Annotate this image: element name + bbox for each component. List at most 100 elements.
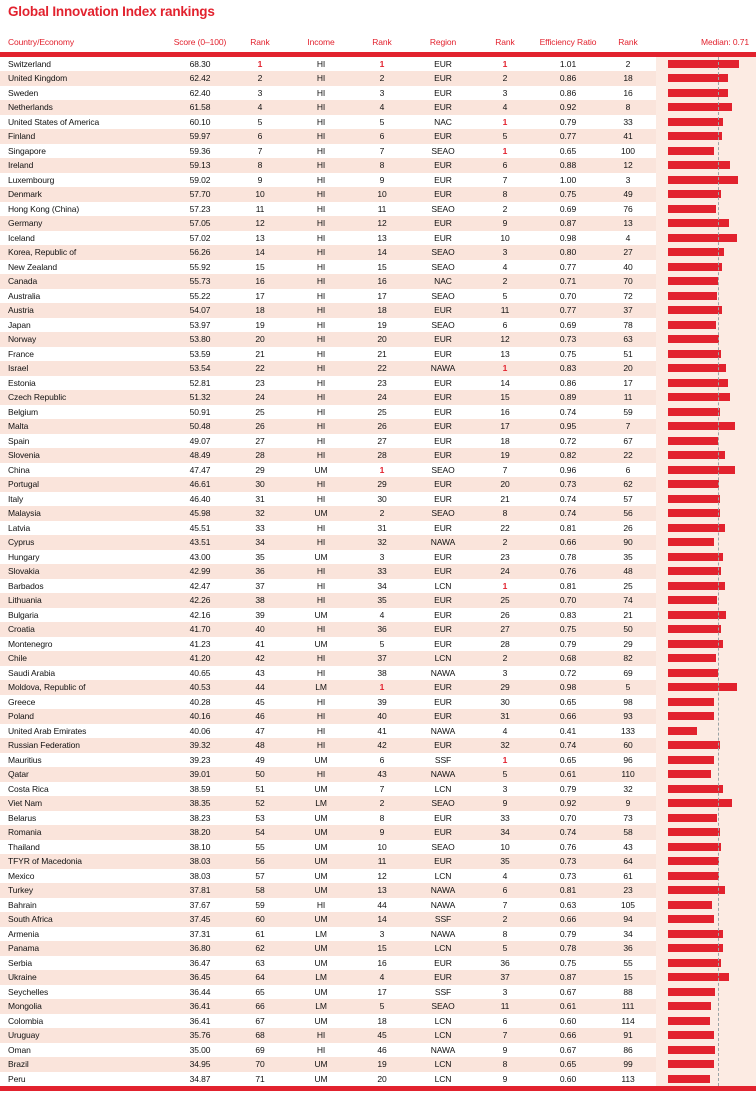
efficiency-ratio-cell: 0.98 [559,232,577,243]
rank-cell: 17 [255,290,265,301]
region-cell: SEAO [431,203,455,214]
rank-cell: 28 [230,448,290,463]
country-cell: Oman [8,1044,31,1055]
region-rank-cell: 8 [474,1057,536,1072]
income-cell: HI [316,87,326,98]
efficiency-rank-cell: 51 [623,348,633,359]
efficiency-bar-cell [656,216,756,231]
rank-cell: 60 [230,912,290,927]
table-row: Switzerland 68.30 1 HI 1 EUR 1 1.01 2 [0,56,756,71]
income-rank-cell: 3 [379,928,385,939]
region-rank-cell: 1 [502,145,508,156]
efficiency-ratio-cell: 0.60 [559,1015,577,1026]
efficiency-rank-cell: 20 [600,361,656,376]
efficiency-ratio-cell: 0.66 [536,912,600,927]
region-rank-cell: 1 [474,361,536,376]
region-rank-cell: 29 [474,680,536,695]
region-cell: EUR [434,406,452,417]
country-cell: Montenegro [8,638,53,649]
score-cell: 46.40 [189,493,211,504]
income-cell: HI [290,535,352,550]
column-header-efficiency-rank: Rank [618,37,638,47]
income-cell: UM [290,941,352,956]
country-cell: Singapore [8,145,46,156]
efficiency-rank-cell: 69 [623,667,633,678]
score-cell: 62.40 [189,87,211,98]
efficiency-ratio-cell: 0.83 [536,361,600,376]
region-rank-cell: 5 [474,767,536,782]
score-cell: 38.10 [189,841,211,852]
income-cell: UM [314,638,328,649]
region-rank-cell: 9 [474,216,536,231]
country-cell: TFYR of Macedonia [0,854,170,869]
efficiency-rank-cell: 57 [623,493,633,504]
score-cell: 51.32 [170,390,230,405]
efficiency-bar [668,422,735,431]
table-row: Norway 53.80 20 HI 20 EUR 12 0.73 63 [0,332,756,347]
region-cell: EUR [412,187,474,202]
efficiency-bar [668,103,733,112]
income-rank-cell: 24 [352,390,412,405]
rank-cell: 18 [230,303,290,318]
efficiency-ratio-cell: 0.70 [536,593,600,608]
rank-cell: 14 [230,245,290,260]
score-cell: 49.07 [189,435,211,446]
income-cell: UM [314,1015,328,1026]
efficiency-rank-cell: 11 [600,390,656,405]
table-row: Iceland 57.02 13 HI 13 EUR 10 0.98 4 [0,230,756,245]
rank-cell: 61 [255,928,265,939]
score-cell: 35.76 [170,1028,230,1043]
income-cell: UM [314,986,328,997]
income-cell: HI [290,709,352,724]
column-header-efficiency-ratio: Efficiency Ratio [539,37,597,47]
efficiency-bar [668,958,721,967]
efficiency-ratio-cell: 0.75 [536,622,600,637]
region-rank-cell: 10 [500,841,510,852]
income-rank-cell: 23 [377,377,387,388]
income-rank-cell: 1 [352,680,412,695]
score-cell: 57.05 [170,216,230,231]
income-rank-cell: 14 [352,245,412,260]
region-rank-cell: 12 [474,332,536,347]
income-cell: UM [290,506,352,521]
region-rank-cell: 9 [474,796,536,811]
region-rank-cell: 27 [474,622,536,637]
region-rank-cell: 7 [502,464,508,475]
score-cell: 57.02 [189,232,211,243]
score-cell: 39.23 [189,754,211,765]
score-cell: 53.59 [189,348,211,359]
rank-cell: 55 [255,841,265,852]
efficiency-ratio-cell: 0.86 [559,87,577,98]
region-cell: SEAO [412,245,474,260]
country-cell: Poland [0,709,170,724]
rank-cell: 30 [230,477,290,492]
income-rank-cell: 18 [377,1015,387,1026]
country-cell: United Kingdom [0,71,170,86]
efficiency-bar-cell [656,781,756,796]
region-cell: SEAO [431,319,455,330]
rank-cell: 69 [255,1044,265,1055]
region-cell: LCN [434,783,452,794]
efficiency-bar [668,407,720,416]
efficiency-rank-cell: 86 [623,1044,633,1055]
income-cell: HI [316,145,326,156]
income-cell: UM [314,870,328,881]
efficiency-bar [668,610,727,619]
table-row: New Zealand 55.92 15 HI 15 SEAO 4 0.77 40 [0,259,756,274]
income-cell: UM [314,841,328,852]
table-row: Chile 41.20 42 HI 37 LCN 2 0.68 82 [0,651,756,666]
rank-cell: 44 [230,680,290,695]
income-cell: HI [316,493,326,504]
efficiency-rank-cell: 43 [623,841,633,852]
country-cell: Romania [0,825,170,840]
income-rank-cell: 2 [352,796,412,811]
income-cell: HI [316,580,326,591]
efficiency-bar-cell [656,941,756,956]
efficiency-bar [668,146,714,155]
table-row: Mauritius 39.23 49 UM 6 SSF 1 0.65 96 [0,752,756,767]
efficiency-ratio-cell: 0.77 [536,303,600,318]
income-cell: HI [290,274,352,289]
table-row: Viet Nam 38.35 52 LM 2 SEAO 9 0.92 9 [0,796,756,811]
rank-cell: 24 [230,390,290,405]
efficiency-bar-cell [656,230,756,245]
